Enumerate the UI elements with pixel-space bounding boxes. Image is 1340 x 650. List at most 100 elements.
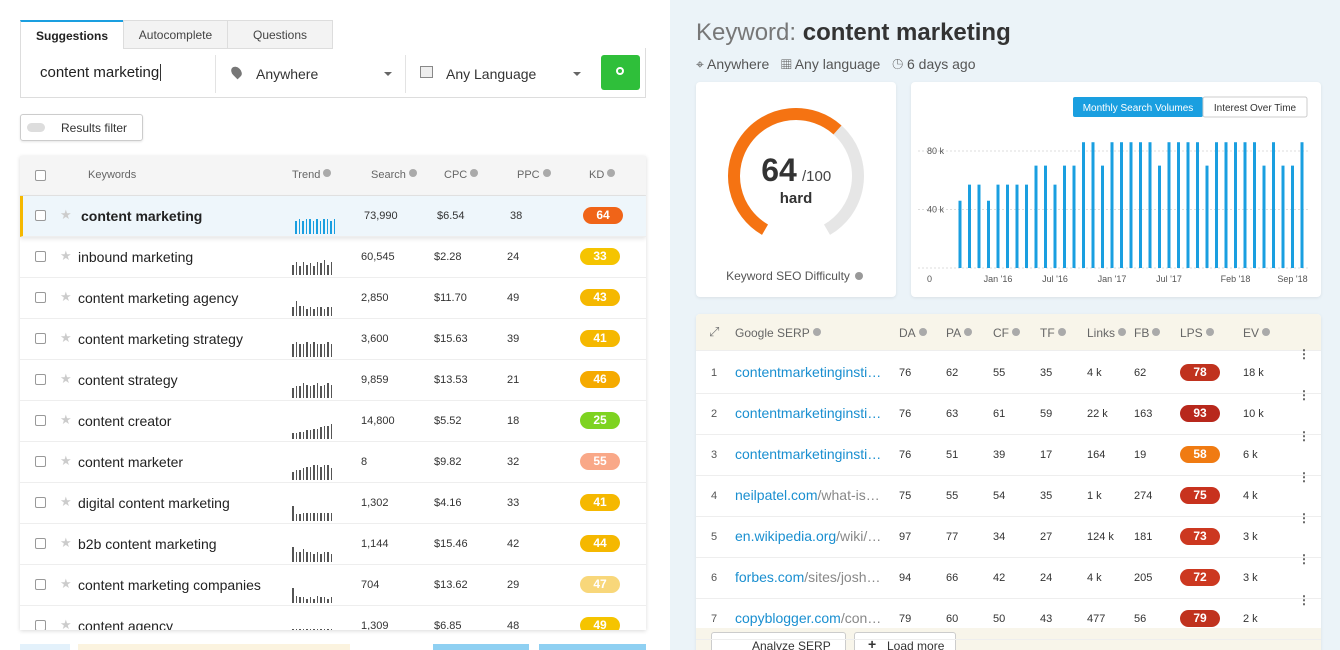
keyword-row[interactable]: ★ content marketer 8 $9.82 32 55 <box>20 442 646 483</box>
tab-autocomplete[interactable]: Autocomplete <box>123 20 228 49</box>
row-menu[interactable]: ⋮ <box>1298 388 1310 402</box>
keyword-row[interactable]: ★ content marketing agency 2,850 $11.70 49 43 <box>20 278 646 319</box>
column-header[interactable]: Search <box>371 169 417 181</box>
metric-tf: 35 <box>1040 490 1053 502</box>
serp-url[interactable]: en.wikipedia.org/wiki/… <box>735 528 881 544</box>
row-menu[interactable]: ⋮ <box>1298 511 1310 525</box>
language-select[interactable]: Any Language <box>446 66 537 82</box>
checkbox[interactable] <box>35 620 46 630</box>
keyword-row[interactable]: ★ digital content marketing 1,302 $4.16 33 41 <box>20 483 646 524</box>
keyword-row[interactable]: ★ b2b content marketing 1,144 $15.46 42 44 <box>20 524 646 565</box>
load-more-button[interactable]: Load more <box>854 632 956 650</box>
analyze-button[interactable]: Analyze SERP <box>711 632 846 650</box>
keyword-row[interactable]: ★ inbound marketing 60,545 $2.28 24 33 <box>20 237 646 278</box>
keyword[interactable]: content marketing companies <box>78 577 261 593</box>
trend-bar <box>323 343 326 357</box>
serp-row[interactable]: 3 contentmarketinginsti… 76 51 39 17 164 19 58 6 … <box>696 429 1321 476</box>
serp-url[interactable]: contentmarketinginsti… <box>735 446 881 462</box>
keyword-row[interactable]: ★ content marketing strategy 3,600 $15.63 39… <box>20 319 646 360</box>
column-header[interactable]: TF <box>1040 326 1066 340</box>
column-header[interactable]: KD <box>589 169 616 181</box>
column-header[interactable]: LPS <box>1180 326 1214 340</box>
checkbox[interactable] <box>35 579 46 590</box>
checkbox-all[interactable] <box>35 170 46 181</box>
serp-row[interactable]: 2 contentmarketinginsti… 76 63 61 59 22 k 163 93… <box>696 388 1321 435</box>
column-header[interactable]: FB <box>1134 326 1161 340</box>
checkbox[interactable] <box>35 251 46 262</box>
results-filter[interactable]: Results filter <box>20 114 143 141</box>
column-header[interactable]: EV <box>1243 326 1271 340</box>
column-header[interactable]: Google SERP <box>735 326 821 340</box>
column-header[interactable]: CPC <box>444 169 479 181</box>
column-header[interactable]: PA <box>946 326 973 340</box>
keyword-row[interactable]: ★ content creator 14,800 $5.52 18 25 <box>20 401 646 442</box>
checkbox[interactable] <box>35 210 46 221</box>
rank: 5 <box>711 531 718 543</box>
serp-row[interactable]: 5 en.wikipedia.org/wiki/… 97 77 34 27 124 k 181… <box>696 511 1321 558</box>
bar <box>996 184 1000 268</box>
checkbox[interactable] <box>35 292 46 303</box>
column-header[interactable]: DA <box>899 326 927 340</box>
metric-fb: 19 <box>1134 449 1147 461</box>
button[interactable] <box>433 644 529 650</box>
serp-url[interactable]: contentmarketinginsti… <box>735 405 881 421</box>
column-header[interactable]: Keywords <box>88 169 137 181</box>
keyword[interactable]: content creator <box>78 413 172 429</box>
keyword[interactable]: b2b content marketing <box>78 536 217 552</box>
trend-bar <box>306 308 308 316</box>
serp-row[interactable]: 6 forbes.com/sites/josh… 94 66 42 24 4 k 205 72 3… <box>696 552 1321 599</box>
keyword[interactable]: content marketing <box>81 208 203 224</box>
row-menu[interactable]: ⋮ <box>1298 429 1310 443</box>
checkbox[interactable] <box>35 456 46 467</box>
serp-url[interactable]: contentmarketinginsti… <box>735 364 881 380</box>
row-menu[interactable]: ⋮ <box>1298 470 1310 484</box>
button[interactable] <box>539 644 646 650</box>
keyword-row[interactable]: ★ content marketing 73,990 $6.54 38 64 <box>20 196 646 237</box>
column-header[interactable]: Links <box>1087 326 1127 340</box>
keyword[interactable]: content agency <box>78 618 173 630</box>
row-menu[interactable]: ⋮ <box>1298 347 1310 361</box>
column-header[interactable]: CF <box>993 326 1020 340</box>
column-header[interactable]: Trend <box>292 169 332 181</box>
serp-row[interactable]: 1 contentmarketinginsti… 76 62 55 35 4 k 62 78 18… <box>696 347 1321 394</box>
keyword[interactable]: content marketing strategy <box>78 331 243 347</box>
keyword[interactable]: content marketing agency <box>78 290 239 306</box>
location-select[interactable]: Anywhere <box>256 66 319 82</box>
tab-questions[interactable]: Questions <box>227 20 333 49</box>
bar <box>958 200 962 268</box>
filter-label: Results filter <box>61 121 128 135</box>
help-icon <box>542 169 551 177</box>
checkbox[interactable] <box>35 497 46 508</box>
metric-links: 124 k <box>1087 531 1114 543</box>
trend-bar <box>295 514 298 521</box>
serp-url[interactable]: forbes.com/sites/josh… <box>735 569 881 585</box>
trend-bar <box>292 307 294 316</box>
serp-url[interactable]: copyblogger.com/con… <box>735 610 881 626</box>
row-menu[interactable]: ⋮ <box>1298 552 1310 566</box>
trend-bar <box>295 386 298 398</box>
trend-bar <box>292 588 294 603</box>
search-button[interactable] <box>601 55 640 90</box>
row-menu[interactable]: ⋮ <box>1298 593 1310 607</box>
keyword[interactable]: content strategy <box>78 372 178 388</box>
serp-row[interactable]: 7 copyblogger.com/con… 79 60 50 43 477 56 79 2 k ⋮ <box>696 593 1321 640</box>
column-header[interactable]: PPC <box>517 169 551 181</box>
expand-icon: ⤢ <box>709 324 720 339</box>
tab-suggestions[interactable]: Suggestions <box>20 20 124 49</box>
checkbox[interactable] <box>35 333 46 344</box>
keyword-row[interactable]: ★ content marketing companies 704 $13.62 29 4… <box>20 565 646 606</box>
checkbox[interactable] <box>35 538 46 549</box>
keyword-row[interactable]: ★ content strategy 9,859 $13.53 21 46 <box>20 360 646 401</box>
checkbox[interactable] <box>35 374 46 385</box>
keyword[interactable]: digital content marketing <box>78 495 230 511</box>
keyword[interactable]: inbound marketing <box>78 249 194 265</box>
keyword-row[interactable]: ★ content agency 1,309 $6.85 48 49 <box>20 606 646 630</box>
bar <box>1110 142 1114 268</box>
keyword[interactable]: content marketer <box>78 454 184 470</box>
x-tick-label: Jul '17 <box>1156 274 1182 284</box>
checkbox[interactable] <box>35 415 46 426</box>
ppc: 24 <box>507 251 520 263</box>
query-input[interactable]: content marketing <box>40 64 162 81</box>
serp-url[interactable]: neilpatel.com/what-is… <box>735 487 880 503</box>
serp-row[interactable]: 4 neilpatel.com/what-is… 75 55 54 35 1 k 274 75 4… <box>696 470 1321 517</box>
